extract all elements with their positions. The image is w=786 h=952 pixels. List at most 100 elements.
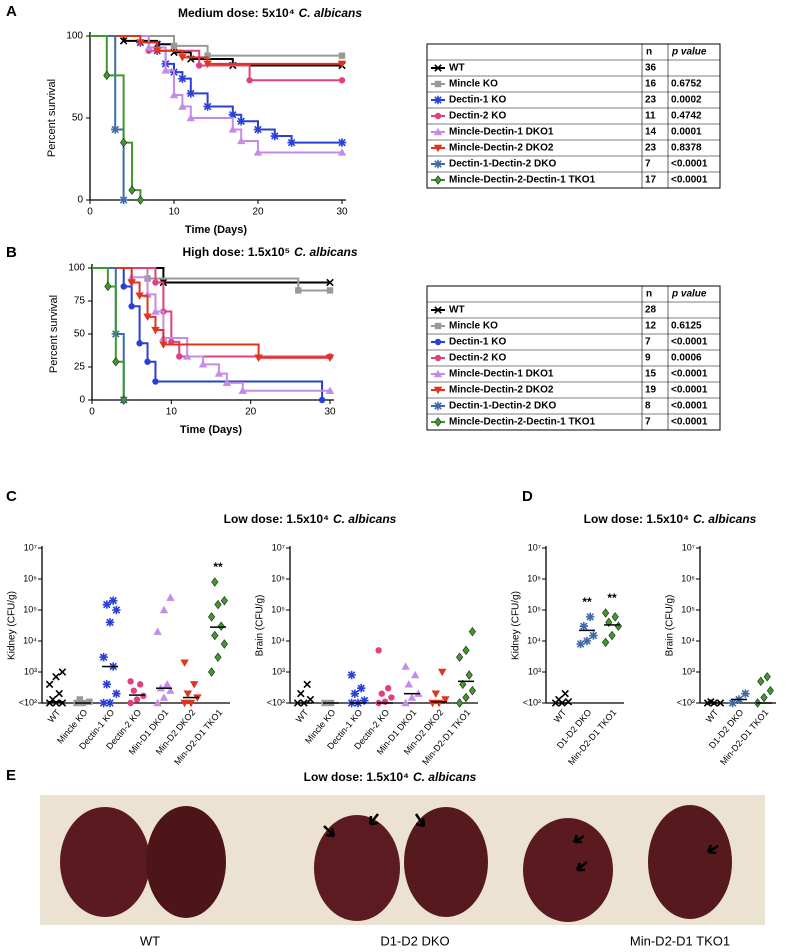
- y-tick-label: 10⁷: [24, 542, 37, 552]
- table-n: 16: [645, 79, 657, 90]
- x-tick-label: WT: [294, 707, 311, 725]
- marker: [151, 326, 160, 335]
- marker: [297, 689, 305, 698]
- marker: [58, 699, 67, 707]
- marker: [325, 354, 335, 362]
- y-tick-label: 10⁵: [271, 604, 285, 614]
- marker: [357, 684, 366, 693]
- marker: [381, 698, 389, 705]
- y-axis-label: Kidney (CFU/g): [7, 591, 18, 660]
- marker: [136, 195, 144, 205]
- marker: [103, 70, 111, 81]
- marker: [360, 696, 369, 705]
- y-axis-label: Percent survival: [46, 79, 58, 157]
- marker: [433, 386, 443, 395]
- table-p: 0.0001: [671, 127, 702, 138]
- marker: [407, 693, 417, 701]
- legend-entry: Dectin-1-Dectin-2 DKO: [449, 401, 556, 412]
- x-tick-label: WT: [704, 707, 721, 725]
- table-p: <0.0001: [671, 175, 708, 186]
- marker: [120, 395, 128, 405]
- marker: [433, 369, 443, 378]
- marker: [140, 692, 147, 700]
- y-tick-label: 10⁵: [23, 604, 37, 614]
- table-p: 0.0006: [671, 353, 702, 364]
- y-tick-label: 10⁶: [527, 573, 541, 583]
- title-species: C. albicans: [294, 245, 358, 259]
- marker: [579, 622, 588, 631]
- marker: [214, 369, 224, 377]
- title-text: High dose: 1.5x10⁵: [182, 245, 290, 259]
- y-tick-label: <10²: [267, 697, 285, 707]
- marker: [614, 621, 622, 631]
- marker: [178, 54, 187, 62]
- axes: [89, 32, 346, 201]
- y-axis-label: Brain (CFU/g): [255, 595, 266, 657]
- marker: [434, 417, 442, 427]
- marker: [204, 52, 211, 59]
- marker: [433, 401, 443, 411]
- legend-entry: Dectin-1 KO: [449, 337, 506, 348]
- y-tick-label: 10⁷: [682, 542, 695, 552]
- marker: [168, 338, 175, 346]
- y-tick-label: 10⁶: [23, 573, 37, 583]
- marker: [434, 306, 442, 314]
- y-tick-label: <10²: [19, 697, 37, 707]
- marker: [757, 676, 765, 687]
- x-tick-label: Min-D2-D1 TKO1: [420, 707, 472, 767]
- marker: [186, 113, 195, 122]
- marker: [555, 695, 563, 704]
- survival-curve: [90, 35, 342, 65]
- marker: [431, 690, 440, 698]
- title-species: C. albicans: [693, 512, 757, 526]
- y-tick-label: 10⁴: [271, 635, 285, 645]
- marker: [183, 352, 192, 360]
- marker: [561, 689, 569, 698]
- y-axis-label: Kidney (CFU/g): [511, 591, 522, 660]
- marker: [385, 685, 392, 692]
- marker: [401, 662, 410, 670]
- marker: [120, 137, 128, 148]
- table-n: 8: [645, 401, 651, 412]
- marker: [104, 281, 112, 292]
- x-axis-label: Time (Days): [180, 424, 242, 436]
- y-tick-label: 10³: [682, 666, 695, 676]
- survival-curve: [92, 267, 125, 400]
- kidney: [314, 815, 400, 921]
- y-tick-label: 100: [68, 263, 85, 274]
- marker: [433, 159, 443, 169]
- y-tick-label: 10⁵: [681, 604, 695, 614]
- marker: [411, 670, 420, 679]
- marker: [137, 681, 144, 688]
- marker: [112, 689, 121, 698]
- marker: [433, 127, 443, 136]
- marker: [105, 618, 115, 627]
- marker: [119, 195, 128, 205]
- marker: [401, 698, 410, 707]
- marker: [203, 60, 212, 69]
- marker: [178, 102, 187, 110]
- photo: [40, 795, 765, 925]
- title-text: Medium dose: 5x10⁴: [178, 6, 295, 20]
- marker: [55, 689, 63, 698]
- x-tick-label: WT: [46, 707, 63, 725]
- marker: [228, 110, 237, 119]
- legend-entry: Dectin-1-Dectin-2 DKO: [449, 159, 556, 170]
- panel-letter: E: [6, 767, 16, 784]
- marker: [198, 360, 208, 368]
- survival-curve: [90, 35, 342, 67]
- marker: [196, 62, 203, 69]
- kidney: [404, 807, 488, 917]
- x-tick-label: Min-D2-D1 TKO1: [172, 707, 224, 767]
- marker: [468, 685, 476, 696]
- legend-entry: Mincle-Dectin-1 DKO1: [449, 369, 554, 380]
- kidney: [60, 807, 150, 917]
- table-n: 28: [645, 305, 657, 316]
- marker: [608, 630, 616, 641]
- legend-entry: Mincle-Dectin-2-Dectin-1 TKO1: [449, 175, 596, 186]
- table-n: 14: [645, 127, 657, 138]
- y-tick-label: 10⁷: [272, 542, 285, 552]
- marker: [582, 636, 592, 646]
- marker: [468, 626, 476, 637]
- y-tick-label: 10³: [528, 666, 541, 676]
